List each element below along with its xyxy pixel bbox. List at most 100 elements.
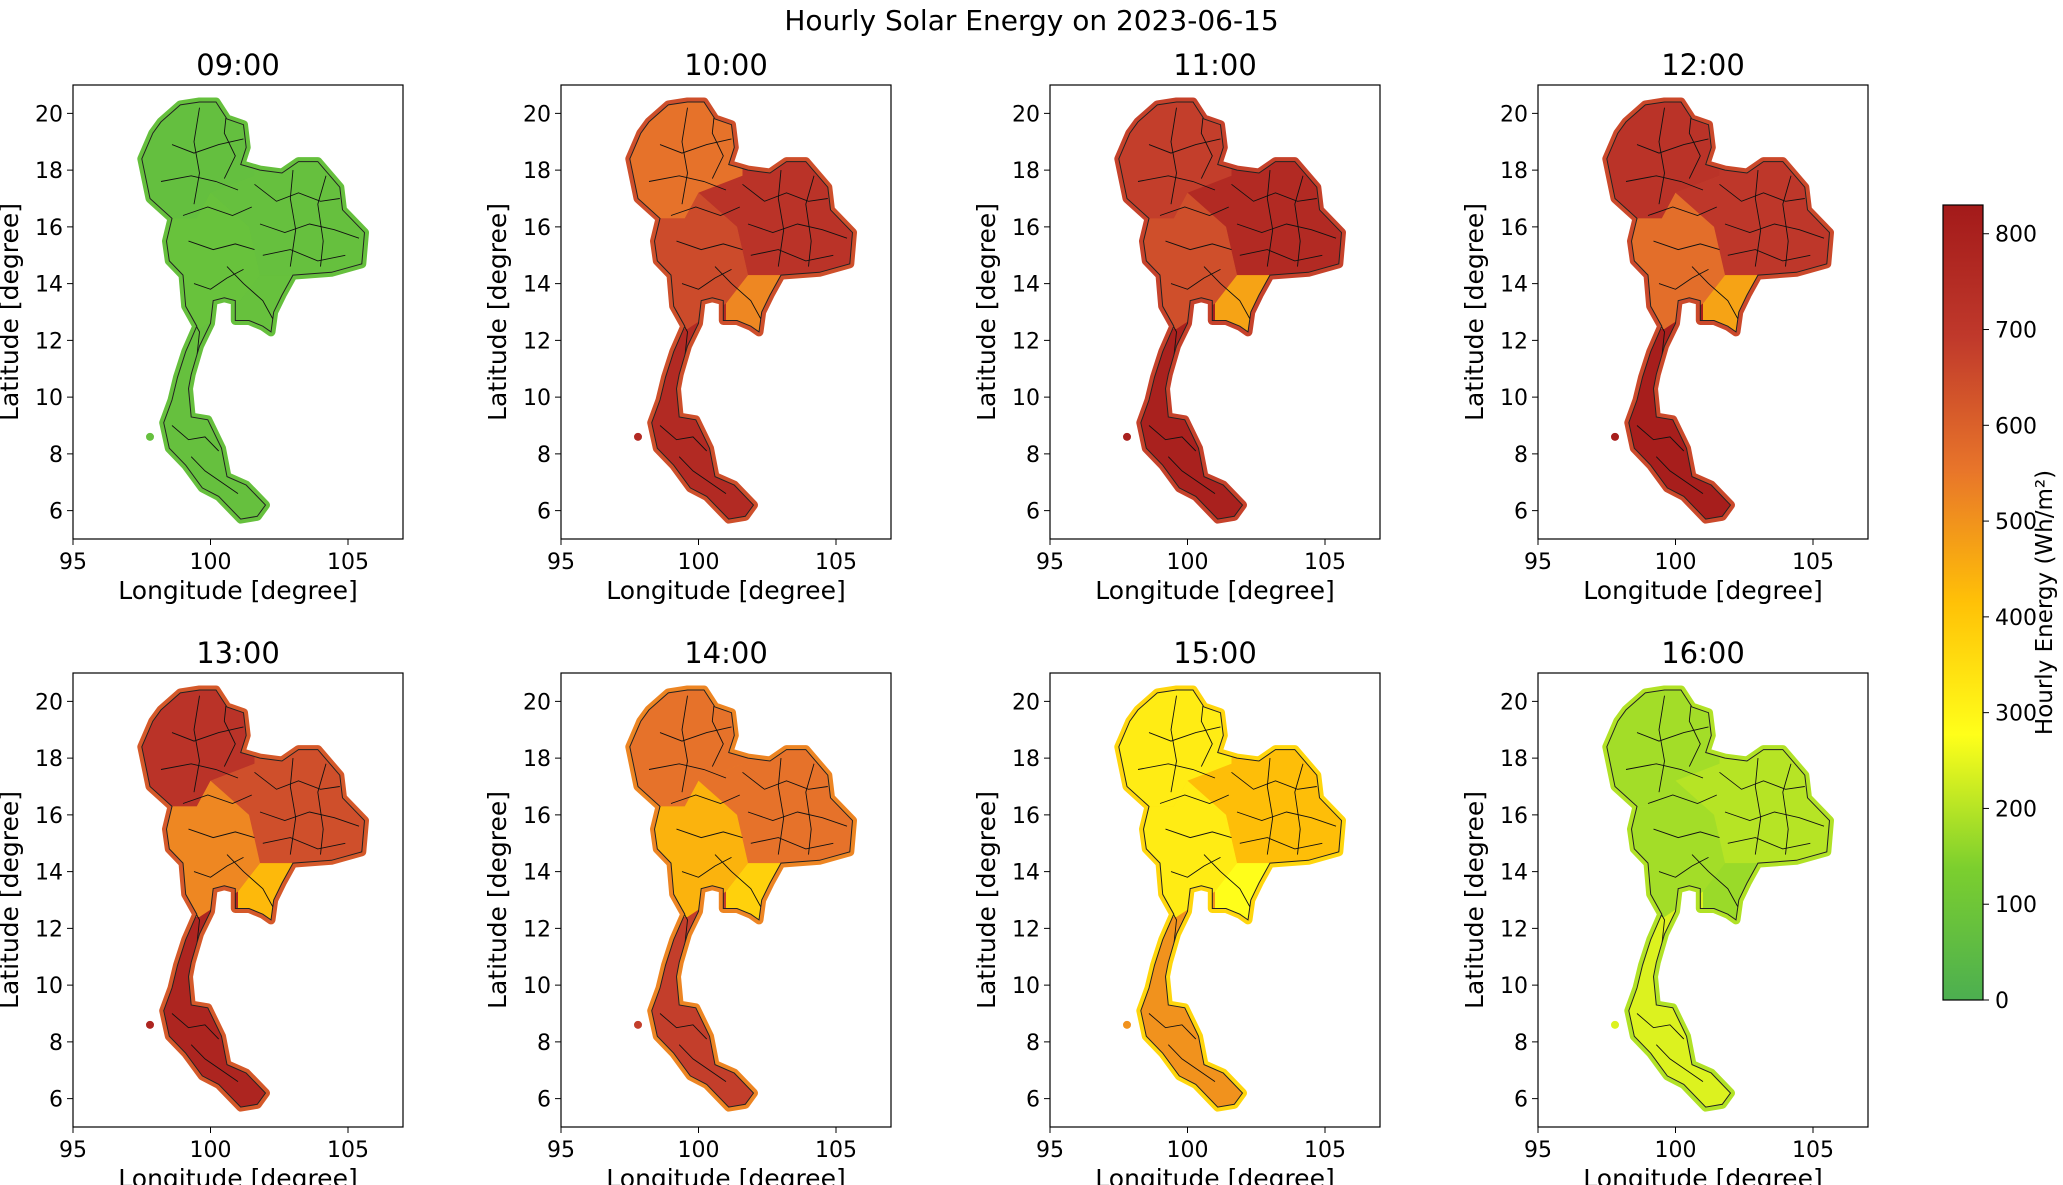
province-boundary [1658, 695, 1665, 793]
y-tick-label: 10 [35, 974, 63, 999]
province-boundary [1231, 183, 1317, 202]
province-boundary [193, 857, 244, 878]
y-tick-label: 20 [35, 690, 63, 715]
y-tick-label: 20 [523, 690, 551, 715]
province-boundary [1148, 425, 1197, 452]
x-tick-label: 100 [190, 550, 232, 575]
y-axis-label: Latitude [degree] [483, 791, 512, 1009]
axes-frame [1537, 84, 1869, 540]
heat-region-south [1118, 891, 1342, 1108]
province-boundary [742, 183, 828, 202]
colorbar-tick-label: 200 [1995, 797, 2037, 822]
province-boundary [1655, 1044, 1704, 1082]
x-tick-label: 105 [815, 1138, 857, 1163]
province-boundary [1724, 811, 1825, 827]
x-tick-label: 100 [678, 550, 720, 575]
x-axis-label: Longitude [degree] [606, 576, 845, 605]
province-boundary [1688, 695, 1701, 767]
province-boundary [1636, 726, 1709, 742]
colorbar-tick-label: 700 [1995, 319, 2037, 344]
y-tick-label: 10 [1012, 974, 1040, 999]
heat-region-east [1215, 863, 1342, 957]
province-boundary [223, 695, 236, 767]
heat-region-east [238, 863, 365, 957]
y-tick-label: 18 [35, 747, 63, 772]
province-boundary [171, 726, 244, 742]
y-tick-label: 12 [1500, 329, 1528, 354]
province-boundary [747, 811, 848, 827]
x-tick-label: 95 [59, 1138, 87, 1163]
y-tick-label: 12 [523, 329, 551, 354]
province-boundary [711, 107, 724, 179]
y-tick-label: 12 [35, 917, 63, 942]
province-boundary [188, 828, 255, 839]
y-tick-label: 16 [35, 216, 63, 241]
province-boundary [193, 107, 200, 205]
heat-region-east [726, 863, 853, 957]
y-tick-label: 8 [49, 1031, 63, 1056]
island [1611, 432, 1619, 441]
y-tick-label: 20 [35, 102, 63, 127]
province-boundary [1231, 771, 1317, 790]
province-boundary [1724, 223, 1825, 239]
y-tick-label: 6 [1514, 1088, 1528, 1113]
province-boundary [1165, 240, 1232, 251]
y-tick-label: 10 [523, 386, 551, 411]
x-tick-label: 105 [1792, 1138, 1834, 1163]
map-panel: 12:00 95 100 105 6 8 10 12 14 16 18 20 Longitude [de… [1460, 48, 1869, 605]
province-boundary [1636, 425, 1685, 452]
province-boundary [1782, 175, 1792, 267]
axes-frame [72, 672, 404, 1128]
province-boundary [659, 425, 708, 452]
y-axis-label: Latitude [degree] [483, 203, 512, 421]
y-tick-label: 14 [1012, 861, 1040, 886]
y-tick-label: 16 [1500, 804, 1528, 829]
y-tick-label: 8 [1514, 443, 1528, 468]
axes-frame [560, 672, 892, 1128]
province-boundary [1691, 854, 1740, 909]
province-boundary [1691, 266, 1740, 321]
province-boundary [1754, 758, 1762, 855]
y-tick-label: 18 [523, 747, 551, 772]
y-tick-label: 12 [523, 917, 551, 942]
y-tick-label: 16 [1500, 216, 1528, 241]
figure-title: Hourly Solar Energy on 2023-06-15 [784, 4, 1279, 37]
panel-title: 09:00 [196, 48, 280, 82]
province-boundary [777, 758, 785, 855]
y-tick-label: 6 [537, 500, 551, 525]
x-tick-label: 105 [1304, 1138, 1346, 1163]
map-panel: 11:00 95 100 105 6 8 10 12 14 16 18 20 Longitude [de… [972, 48, 1381, 605]
y-axis-label: Latitude [degree] [1460, 791, 1489, 1009]
province-boundary [160, 763, 239, 779]
province-boundary [681, 857, 732, 878]
province-boundary [160, 175, 239, 191]
province-boundary [1782, 763, 1792, 855]
province-boundary [259, 811, 360, 827]
y-tick-label: 14 [35, 273, 63, 298]
heat-region-east [1215, 275, 1342, 369]
province-boundary [1239, 837, 1323, 850]
province-boundary [648, 763, 727, 779]
country-border [1118, 101, 1343, 520]
province-boundary [676, 240, 743, 251]
province-boundary [317, 175, 327, 267]
province-boundary [1239, 249, 1323, 262]
x-tick-label: 100 [1167, 550, 1209, 575]
x-tick-label: 95 [547, 1138, 575, 1163]
country-border [1606, 689, 1831, 1108]
y-tick-label: 20 [523, 102, 551, 127]
colorbar-tick-label: 400 [1995, 606, 2037, 631]
y-tick-label: 20 [1500, 690, 1528, 715]
axes-frame [560, 84, 892, 540]
y-tick-label: 12 [1500, 917, 1528, 942]
province-boundary [747, 223, 848, 239]
y-tick-label: 16 [1012, 216, 1040, 241]
province-boundary [1203, 266, 1252, 321]
colorbar-tick-label: 800 [1995, 223, 2037, 248]
province-boundary [659, 1013, 708, 1040]
x-axis-label: Longitude [degree] [118, 1164, 357, 1185]
province-boundary [750, 249, 834, 262]
x-axis-label: Longitude [degree] [606, 1164, 845, 1185]
heat-region-south [1606, 303, 1830, 520]
